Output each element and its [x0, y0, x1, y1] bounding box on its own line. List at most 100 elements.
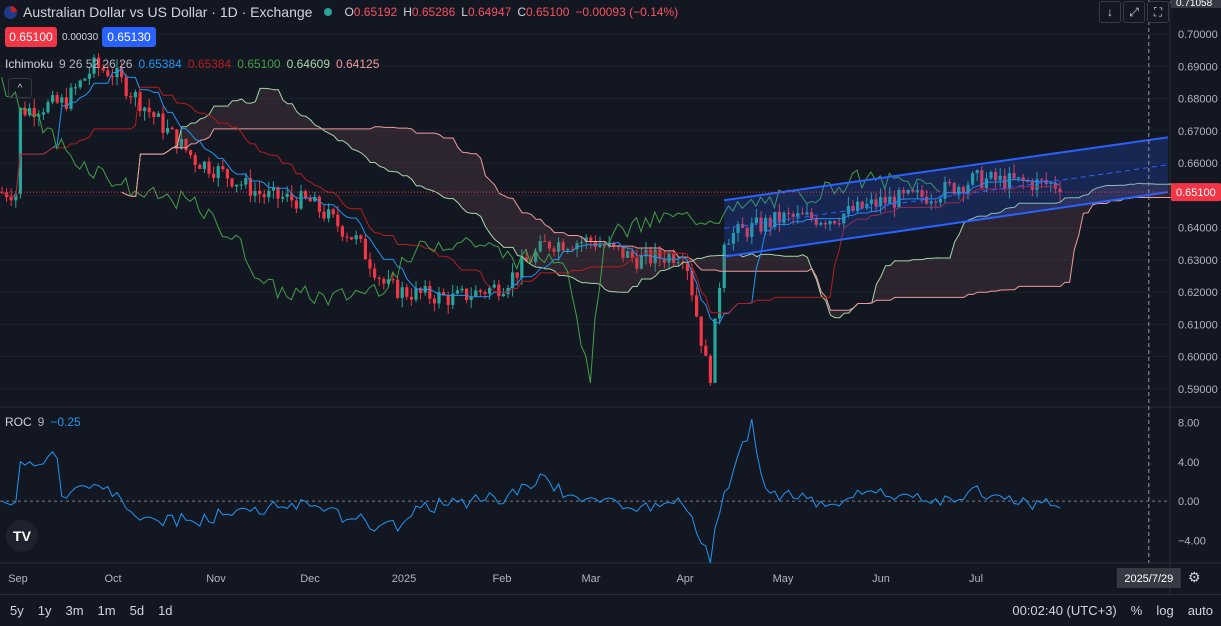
candle-body: [32, 107, 36, 117]
candle-body: [244, 178, 248, 185]
candle-body: [271, 187, 275, 191]
ichimoku-base-line: [1, 86, 1061, 314]
scroll-down-button[interactable]: ↓: [1099, 1, 1121, 23]
candle-body: [552, 248, 556, 252]
candle-body: [396, 279, 400, 298]
fullscreen-button[interactable]: ⛶: [1147, 1, 1169, 23]
timeframe-1d[interactable]: 1d: [158, 603, 173, 618]
roc-name: ROC: [5, 415, 32, 429]
candle-body: [212, 173, 216, 178]
timeframe-5d[interactable]: 5d: [129, 603, 145, 618]
buy-price-button[interactable]: 0.65130: [102, 27, 156, 47]
candle-body: [911, 190, 915, 192]
price-chart[interactable]: 0.700000.690000.680000.670000.660000.650…: [0, 0, 1221, 594]
candle-body: [676, 262, 680, 264]
candle-body: [561, 242, 565, 251]
candle-body: [750, 223, 754, 237]
channel-upper-line[interactable]: [724, 136, 1169, 202]
candle-body: [805, 212, 809, 215]
timeframe-1m[interactable]: 1m: [97, 603, 116, 618]
roc-tick-label: 0.00: [1178, 496, 1199, 508]
roc-legend[interactable]: ROC 9 −0.25: [5, 415, 81, 429]
price-tick-label: 0.64000: [1178, 223, 1218, 235]
ichimoku-params: 9 26 52 26 26: [59, 57, 133, 71]
price-tick-label: 0.59000: [1178, 384, 1218, 396]
candle-body: [313, 196, 317, 202]
candle-body: [419, 288, 423, 293]
candle-body: [409, 296, 413, 300]
candle-body: [736, 224, 740, 234]
candle-body: [695, 295, 699, 317]
percent-scale-toggle[interactable]: %: [1130, 603, 1143, 618]
candle-body: [1026, 180, 1030, 182]
candle-body: [621, 246, 625, 258]
candle-body: [152, 112, 156, 117]
candle-body: [994, 172, 998, 181]
price-tick-label: 0.62000: [1178, 287, 1218, 299]
time-tick-label: 2025: [392, 573, 416, 585]
log-scale-toggle[interactable]: log: [1156, 603, 1174, 618]
candle-body: [299, 191, 303, 209]
candle-body: [46, 102, 50, 113]
candle-body: [437, 292, 441, 304]
candle-body: [566, 249, 570, 251]
candle-body: [488, 287, 492, 294]
candle-body: [662, 258, 666, 263]
price-tick-label: 0.68000: [1178, 94, 1218, 106]
candle-body: [460, 288, 464, 291]
candle-body: [432, 298, 436, 304]
candle-body: [294, 200, 298, 209]
settings-gear-icon[interactable]: ⚙: [1188, 569, 1201, 585]
candle-body: [110, 76, 114, 78]
clock-display[interactable]: 00:02:40 (UTC+3): [1012, 603, 1117, 618]
candle-body: [340, 226, 344, 237]
ichimoku-name: Ichimoku: [5, 57, 54, 71]
timeframe-1y[interactable]: 1y: [37, 603, 52, 618]
price-tick-label: 0.70000: [1178, 29, 1218, 41]
candle-body: [1040, 179, 1044, 181]
candle-body: [690, 270, 694, 296]
bottom-toolbar: 5y 1y 3m 1m 5d 1d 00:02:40 (UTC+3) % log auto: [0, 594, 1221, 626]
maximize-pane-button[interactable]: ⤢: [1123, 1, 1145, 23]
candle-body: [451, 293, 455, 305]
candle-body: [971, 173, 975, 185]
candle-body: [635, 257, 639, 269]
candle-body: [1021, 177, 1025, 181]
crosshair-date-tag: [1116, 568, 1181, 588]
ichimoku-value: 0.65100: [237, 57, 281, 71]
sell-price-button[interactable]: 0.65100: [5, 27, 57, 47]
auto-scale-toggle[interactable]: auto: [1187, 603, 1213, 618]
ichimoku-cloud: [122, 88, 1180, 318]
timeframe-5y[interactable]: 5y: [10, 603, 24, 618]
candle-body: [667, 253, 671, 263]
ichimoku-legend[interactable]: Ichimoku 9 26 52 26 26 0.65384 0.65384 0.6…: [5, 57, 379, 71]
candle-body: [202, 161, 206, 169]
roc-tick-label: 4.00: [1178, 457, 1199, 469]
candle-body: [18, 107, 22, 194]
candle-body: [474, 290, 478, 297]
candle-body: [64, 97, 68, 109]
roc-param: 9: [37, 415, 45, 429]
symbol-title[interactable]: Australian Dollar vs US Dollar · 1D · Ex…: [23, 4, 313, 20]
collapse-legend-button[interactable]: ^: [8, 78, 32, 98]
candle-body: [511, 272, 515, 288]
crosshair-price-tag: [1171, 0, 1221, 8]
candle-body: [888, 196, 892, 204]
candle-body: [598, 244, 602, 248]
candle-body: [133, 92, 137, 98]
candle-body: [23, 107, 27, 116]
channel-lower-line[interactable]: [724, 191, 1169, 258]
candle-body: [9, 197, 13, 201]
candle-body: [713, 318, 717, 383]
candle-body: [630, 251, 634, 258]
candle-body: [764, 217, 768, 232]
candle-body: [593, 241, 597, 248]
roc-tick-label: 8.00: [1178, 418, 1199, 430]
timeframe-3m[interactable]: 3m: [65, 603, 84, 618]
candle-body: [465, 288, 469, 300]
candle-body: [865, 203, 869, 209]
time-tick-label: Feb: [493, 573, 512, 585]
time-tick-label: Oct: [104, 573, 121, 585]
tradingview-logo[interactable]: TV: [6, 520, 38, 552]
candle-body: [1003, 175, 1007, 189]
